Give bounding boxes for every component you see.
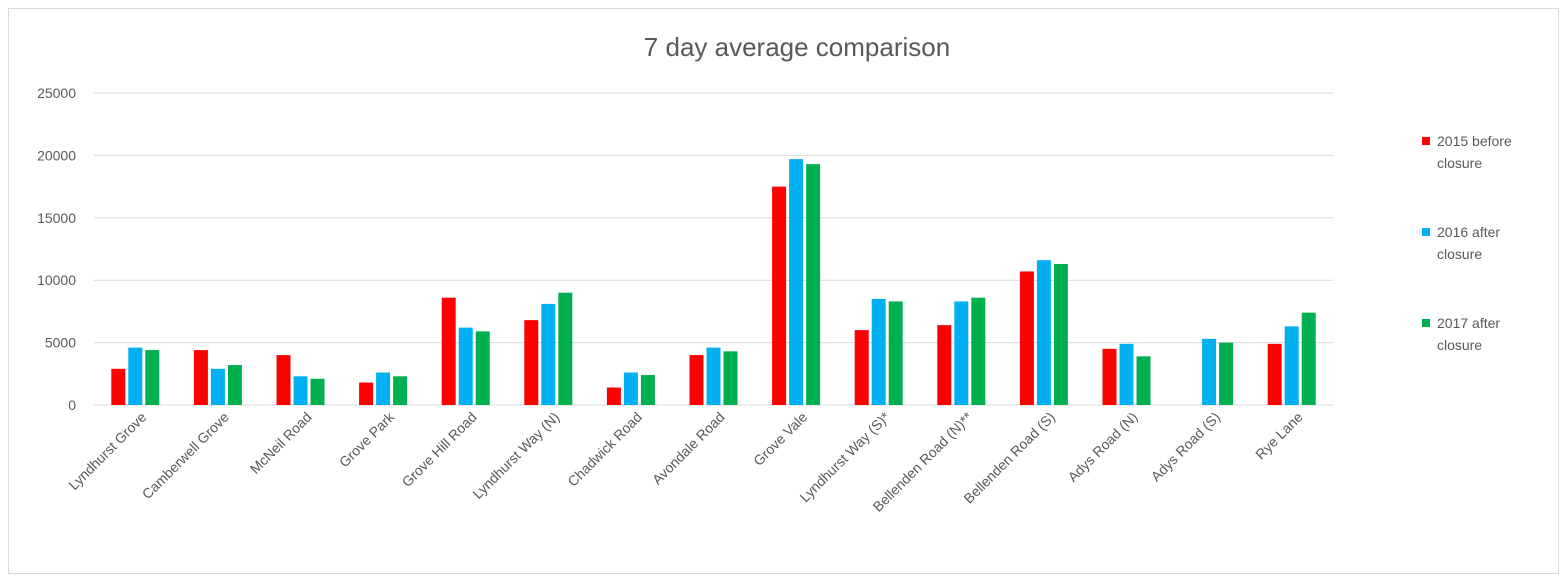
- bars: [111, 159, 1316, 405]
- x-category-label: Chadwick Road: [564, 409, 645, 490]
- legend-label: 2016 after closure: [1437, 224, 1500, 262]
- bar: [1036, 260, 1051, 405]
- bar: [871, 298, 886, 405]
- legend-label: 2015 before closure: [1437, 133, 1512, 171]
- bar: [1119, 343, 1134, 405]
- bar: [888, 301, 903, 405]
- bar: [971, 297, 986, 405]
- bar: [128, 347, 143, 405]
- bar: [640, 375, 655, 405]
- bar: [376, 372, 391, 405]
- bar: [1301, 312, 1316, 405]
- legend-swatch: [1422, 228, 1430, 236]
- bar: [723, 351, 738, 405]
- bar: [393, 376, 408, 405]
- x-category-label: Lyndhurst Grove: [65, 409, 149, 493]
- bar: [458, 327, 473, 405]
- bar: [954, 301, 969, 405]
- y-tick-label: 0: [68, 397, 76, 413]
- bar: [1219, 342, 1234, 405]
- chart-title: 7 day average comparison: [644, 32, 950, 62]
- legend-label: 2017 after closure: [1437, 315, 1500, 353]
- x-category-label: McNeil Road: [247, 409, 315, 477]
- bar: [475, 331, 490, 405]
- y-tick-label: 10000: [37, 272, 76, 288]
- bar: [606, 387, 621, 405]
- bar: [193, 350, 208, 405]
- bar: [789, 159, 804, 405]
- bar: [111, 368, 126, 405]
- bar: [706, 347, 721, 405]
- legend: 2015 before closure 2016 after closure 2017 …: [1422, 133, 1512, 353]
- bar: [806, 164, 821, 405]
- bar: [772, 186, 787, 405]
- bar: [558, 292, 573, 405]
- bar: [1019, 271, 1034, 405]
- bar: [937, 325, 952, 405]
- x-category-label: Camberwell Grove: [139, 409, 232, 502]
- x-category-label: Adys Road (N): [1064, 409, 1140, 485]
- bar: [1136, 356, 1151, 405]
- bar: [276, 355, 291, 405]
- y-tick-label: 25000: [37, 85, 76, 101]
- x-category-label: Lyndhurst Way (N): [469, 409, 562, 502]
- y-tick-label: 15000: [37, 210, 76, 226]
- y-axis-ticks: 0 5000 10000 15000 20000 25000: [37, 85, 76, 413]
- y-tick-label: 5000: [45, 335, 76, 351]
- x-category-label: Lyndhurst Way (S)*: [796, 408, 893, 505]
- bar: [145, 350, 160, 405]
- bar: [1267, 343, 1282, 405]
- bar: [1102, 348, 1117, 405]
- bar: [359, 382, 374, 405]
- bar: [310, 378, 325, 405]
- x-category-label: Grove Vale: [750, 409, 810, 469]
- x-category-label: Rye Lane: [1252, 409, 1306, 463]
- bar: [1202, 338, 1217, 405]
- bar: [854, 330, 869, 405]
- x-category-label: Adys Road (S): [1148, 409, 1224, 485]
- bar: [227, 365, 242, 405]
- bar: [1053, 263, 1068, 405]
- bar: [1284, 326, 1299, 405]
- x-category-label: Grove Park: [336, 408, 398, 470]
- x-category-label: Bellenden Road (S): [960, 409, 1058, 507]
- x-category-label: Grove Hill Road: [399, 409, 480, 490]
- legend-swatch: [1422, 137, 1430, 145]
- x-category-label: Avondale Road: [649, 409, 728, 488]
- legend-swatch: [1422, 319, 1430, 327]
- bar: [689, 355, 704, 405]
- bar: [210, 368, 225, 405]
- bar: [541, 303, 556, 405]
- bar: [524, 320, 539, 405]
- y-tick-label: 20000: [37, 147, 76, 163]
- bar: [441, 297, 456, 405]
- bar: [293, 376, 308, 405]
- bar: [623, 372, 638, 405]
